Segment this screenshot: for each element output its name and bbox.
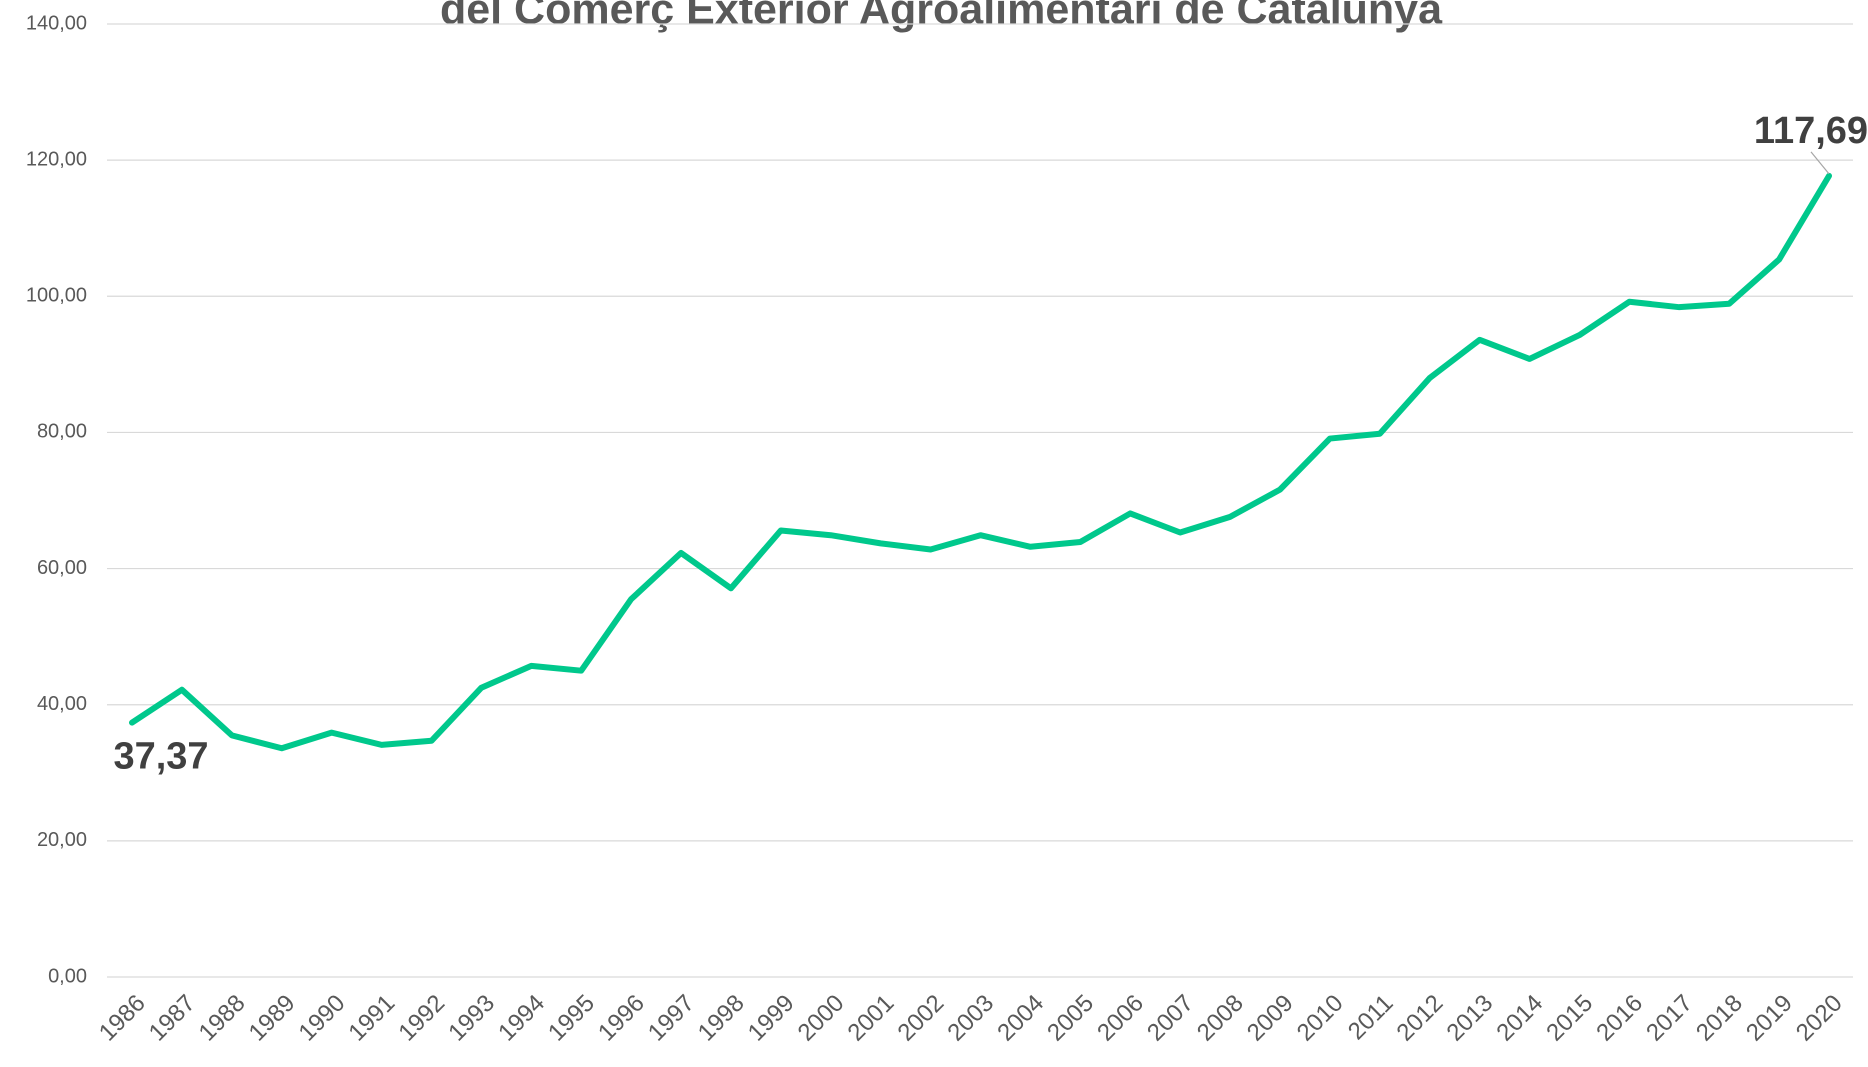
line-series	[129, 172, 1832, 752]
y-tick-label: 140,00	[26, 12, 87, 34]
chart-title: del Comerç Exterior Agroalimentari de Ca…	[440, 0, 1443, 33]
y-tick-label: 120,00	[26, 148, 87, 170]
y-tick-label: 100,00	[26, 285, 87, 307]
y-tick-label: 0,00	[48, 965, 87, 987]
y-tick-label: 20,00	[37, 829, 87, 851]
y-tick-label: 80,00	[37, 421, 87, 443]
y-tick-label: 40,00	[37, 693, 87, 715]
leader-line	[1810, 151, 1830, 175]
data-label: 117,69	[1754, 110, 1868, 152]
y-tick-label: 60,00	[37, 557, 87, 579]
data-label: 37,37	[113, 736, 208, 778]
